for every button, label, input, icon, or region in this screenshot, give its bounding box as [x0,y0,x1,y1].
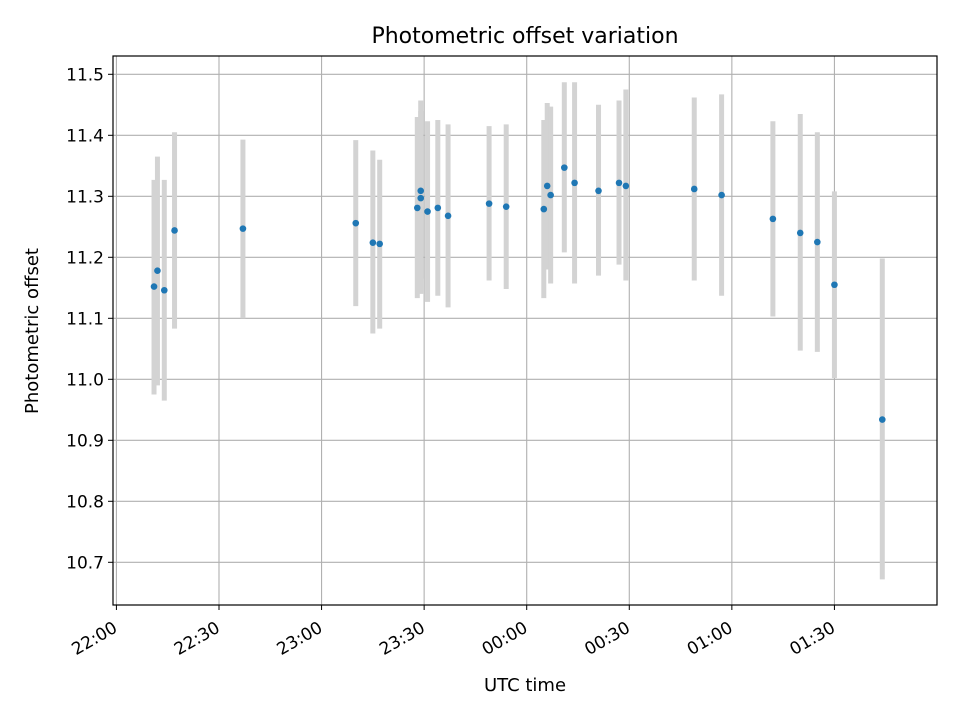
data-point [796,229,804,237]
x-axis-label: UTC time [484,675,566,696]
data-point [543,182,551,190]
y-tick-label: 10.8 [66,492,104,512]
data-point [160,286,168,294]
data-point [595,187,602,195]
data-point [502,203,510,210]
y-tick-label: 11.5 [66,65,104,85]
data-point [239,225,247,232]
data-point [376,240,383,248]
data-point [417,187,425,195]
data-point [718,191,725,199]
y-axis-ticks: 10.7 10.8 10.9 11.0 11.1 11.2 11.3 11.4 11.5 [66,65,113,573]
y-axis-label: Photometric offset [22,248,43,414]
data-point [434,204,442,212]
y-tick-label: 10.9 [66,431,104,451]
data-point [540,205,548,213]
y-tick-label: 11.2 [66,248,104,268]
data-point [878,416,886,423]
data-point [615,179,623,187]
data-point [444,212,452,220]
data-point [417,194,425,202]
y-tick-label: 11.1 [66,309,104,329]
plot-frame [112,55,938,606]
data-point [150,283,158,290]
data-point [413,204,421,212]
data-point [369,239,377,246]
data-point [171,227,178,234]
data-point [831,281,838,289]
y-tick-label: 11.4 [66,126,104,146]
y-tick-label: 10.7 [66,553,104,573]
data-points [150,164,886,423]
data-point [690,185,698,193]
data-point [485,200,493,207]
data-point [352,219,360,227]
data-point [622,182,630,190]
y-tick-label: 11.0 [66,370,104,390]
data-point [769,215,777,223]
data-point [424,208,431,215]
data-point [571,179,578,187]
data-point [154,267,161,275]
y-tick-label: 11.3 [66,187,104,207]
chart-title: Photometric offset variation [371,24,678,49]
data-point [561,164,568,171]
data-point [814,238,821,246]
data-point [547,191,554,199]
